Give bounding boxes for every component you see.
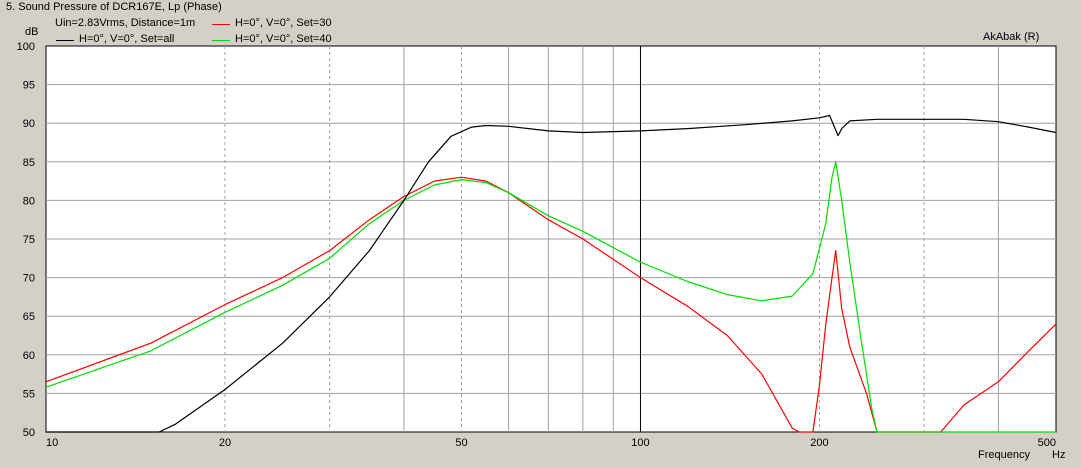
x-tick-label: 100 <box>631 437 649 449</box>
legend-swatch-set-all <box>56 40 74 41</box>
y-tick-label: 90 <box>23 118 35 130</box>
y-tick-label: 65 <box>23 311 35 323</box>
chart-subtitle: Uin=2.83Vrms, Distance=1m <box>55 17 196 29</box>
series-line-set-all <box>46 114 1057 433</box>
y-tick-label: 70 <box>23 273 35 285</box>
legend-swatch-set-30 <box>212 24 230 25</box>
chart-title: 5. Sound Pressure of DCR167E, Lp (Phase) <box>6 1 222 13</box>
series-group <box>45 114 1057 433</box>
x-tick-label: 50 <box>455 437 467 449</box>
y-tick-label: 55 <box>23 388 35 400</box>
y-tick-label: 60 <box>23 350 35 362</box>
y-tick-label: 95 <box>23 80 35 92</box>
y-tick-label: 100 <box>17 41 35 53</box>
legend-swatch-set-40 <box>212 40 230 41</box>
x-tick-label: 200 <box>810 437 828 449</box>
x-tick-label: 20 <box>219 437 231 449</box>
x-tick-label: 10 <box>46 437 58 449</box>
legend-label-set-all: H=0°, V=0°, Set=all <box>79 33 175 45</box>
y-tick-label: 75 <box>23 234 35 246</box>
y-tick-label: 80 <box>23 195 35 207</box>
y-axis-label: dB <box>25 26 39 38</box>
x-axis-label: Frequency <box>978 449 1030 461</box>
series-line-set-30 <box>45 176 1057 433</box>
y-tick-label: 85 <box>23 157 35 169</box>
tick-labels: 100 95 90 85 80 75 70 65 60 55 50 10 20 50 100 200 500 <box>17 41 1056 449</box>
legend-label-set-30: H=0°, V=0°, Set=30 <box>235 17 332 29</box>
grid <box>46 46 1056 432</box>
legend-label-set-40: H=0°, V=0°, Set=40 <box>235 33 332 45</box>
series-line-set-40 <box>45 161 1056 433</box>
x-tick-label: 500 <box>1038 437 1056 449</box>
x-axis-unit: Hz <box>1052 449 1066 461</box>
y-tick-label: 50 <box>23 427 35 439</box>
brand-label: AkAbak (R) <box>983 31 1040 43</box>
